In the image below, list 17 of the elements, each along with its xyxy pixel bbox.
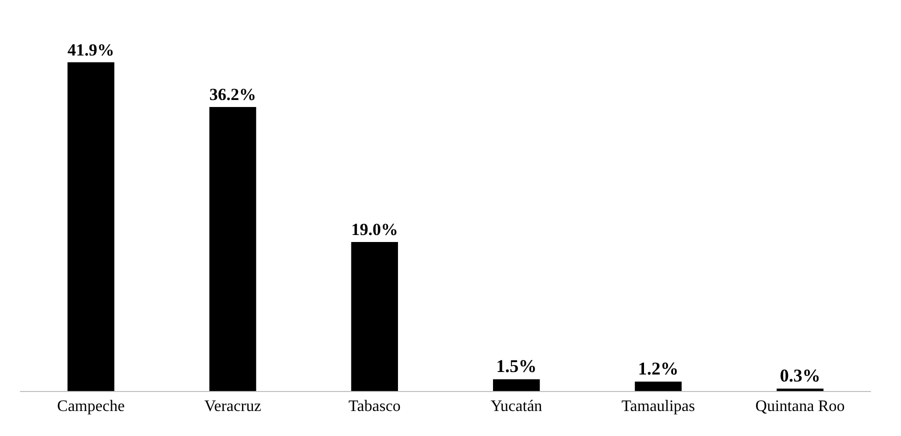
x-tick-label: Veracruz (204, 398, 262, 416)
data-label: 1.5% (496, 356, 537, 376)
data-label: 1.2% (638, 358, 678, 379)
data-label: 41.9% (68, 40, 114, 60)
bar (68, 62, 114, 391)
x-tick-label: Quintana Roo (755, 398, 845, 416)
bar (209, 107, 256, 391)
x-tick-label: Yucatán (490, 398, 542, 416)
data-label: 19.0% (351, 220, 398, 240)
x-tick-label: Tamaulipas (621, 398, 696, 416)
bar (351, 242, 398, 391)
bar (493, 379, 540, 391)
data-label: 0.3% (780, 366, 820, 386)
data-label: 36.2% (209, 85, 256, 104)
x-tick-label: Campeche (57, 398, 125, 416)
bar (634, 382, 682, 391)
x-tick-label: Tabasco (348, 398, 401, 416)
